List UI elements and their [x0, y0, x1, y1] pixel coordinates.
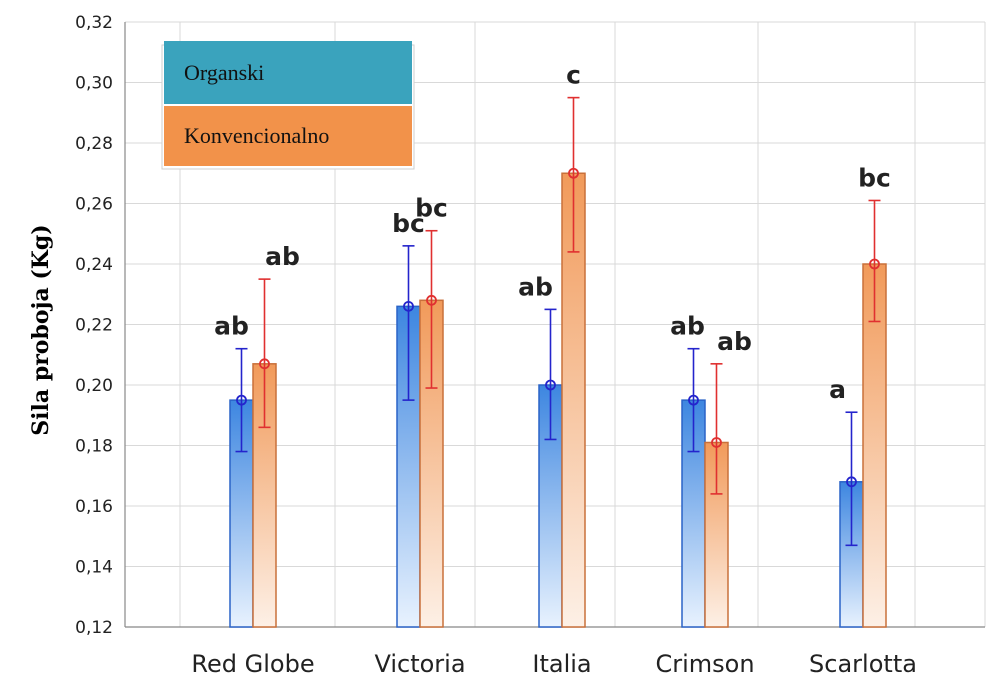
- legend-label-organski: Organski: [184, 60, 264, 85]
- y-axis-label: Sila proboja (Kg): [28, 224, 54, 435]
- x-tick-label: Scarlotta: [809, 650, 917, 678]
- y-tick-label: 0,14: [75, 558, 113, 578]
- y-tick-label: 0,16: [75, 497, 113, 517]
- mean-marker: [711, 437, 722, 448]
- significance-label: ab: [670, 312, 705, 341]
- legend-swatch-organski: [164, 41, 412, 104]
- mean-marker: [403, 300, 414, 312]
- mean-marker: [426, 294, 437, 306]
- bars: [229, 172, 887, 628]
- mean-marker: [236, 394, 247, 406]
- x-tick-label: Red Globe: [191, 650, 314, 678]
- mean-marker: [545, 379, 556, 391]
- significance-label: ab: [518, 272, 553, 301]
- mean-marker: [688, 394, 699, 406]
- y-tick-label: 0,22: [75, 316, 113, 336]
- significance-label: bc: [392, 209, 425, 238]
- significance-label: bc: [415, 194, 448, 223]
- y-tick-label: 0,20: [75, 376, 113, 396]
- significance-label: a: [829, 375, 846, 404]
- significance-label: c: [566, 61, 581, 90]
- y-tick-label: 0,32: [75, 13, 113, 33]
- x-axis-ticks: Red Globe Victoria Italia Crimson Scarlotta: [191, 650, 917, 678]
- mean-marker: [846, 476, 857, 488]
- x-tick-label: Victoria: [374, 650, 465, 678]
- y-tick-label: 0,12: [75, 618, 113, 638]
- x-tick-label: Crimson: [655, 650, 754, 678]
- y-tick-label: 0,30: [75, 74, 113, 94]
- y-axis-ticks: 0,12 0,14 0,16 0,18 0,20 0,22 0,24 0,26 0,28 0,30…: [75, 13, 113, 638]
- y-tick-label: 0,18: [75, 437, 113, 457]
- mean-marker: [259, 358, 270, 370]
- significance-label: bc: [858, 163, 891, 192]
- y-tick-label: 0,24: [75, 255, 113, 275]
- error-bars: [235, 96, 881, 547]
- x-tick-label: Italia: [532, 650, 591, 678]
- mean-marker: [869, 258, 880, 270]
- y-tick-label: 0,28: [75, 134, 113, 154]
- y-tick-label: 0,26: [75, 195, 113, 215]
- significance-label: ab: [214, 312, 249, 341]
- mean-marker: [568, 167, 579, 179]
- significance-label: ab: [717, 327, 752, 356]
- legend: Organski Konvencionalno: [161, 41, 415, 170]
- significance-label: ab: [265, 242, 300, 271]
- legend-label-konvencionalno: Konvencionalno: [184, 123, 329, 148]
- legend-swatch-konvencionalno: [164, 106, 412, 166]
